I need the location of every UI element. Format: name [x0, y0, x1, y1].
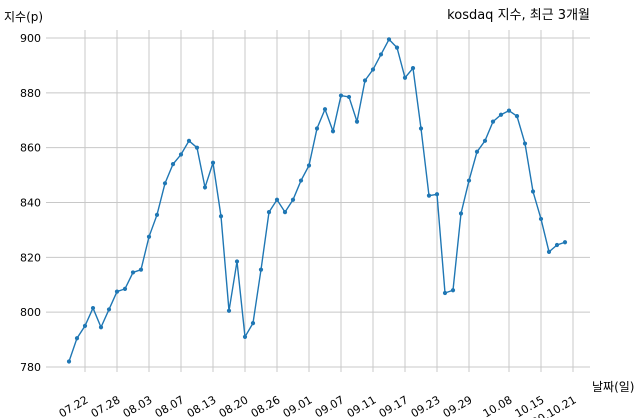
x-tick-label: 08.13 [185, 393, 219, 418]
data-point [122, 286, 128, 291]
data-point [186, 138, 192, 143]
data-point [74, 336, 80, 341]
data-point [138, 267, 144, 272]
x-tick-label: 09.07 [313, 393, 347, 418]
data-point [538, 216, 544, 222]
y-tick-label: 820 [20, 251, 41, 264]
data-point [322, 107, 328, 112]
data-point [266, 209, 272, 215]
data-point [162, 181, 168, 186]
data-point [346, 94, 352, 100]
data-point [498, 112, 504, 117]
data-point [258, 267, 264, 272]
y-tick-label: 900 [20, 32, 41, 45]
data-point [370, 67, 376, 72]
data-point [394, 45, 400, 50]
data-point [410, 66, 416, 71]
x-tick-label: 10.08 [481, 393, 515, 418]
data-point [298, 178, 304, 183]
x-axis-label: 날짜(일) [592, 380, 634, 394]
y-tick-label: 880 [20, 87, 41, 100]
data-point [90, 305, 96, 311]
data-point [418, 126, 424, 131]
data-point [354, 119, 360, 124]
y-tick-label: 780 [20, 361, 41, 374]
data-point [114, 289, 120, 294]
data-point [434, 192, 440, 197]
data-point [170, 162, 176, 167]
data-point [226, 308, 232, 313]
data-point [442, 290, 448, 296]
x-tick-label: 09.17 [377, 393, 411, 418]
data-point [386, 37, 392, 42]
data-point [314, 126, 320, 131]
data-point [514, 114, 520, 119]
data-point [554, 242, 560, 248]
x-tick-label: 09.11 [345, 393, 379, 418]
data-point [274, 197, 280, 202]
data-point [154, 212, 160, 217]
data-point [546, 249, 552, 254]
data-point [530, 189, 536, 194]
data-point [306, 163, 312, 168]
data-point [130, 270, 136, 275]
x-tick-label: 08.03 [121, 393, 155, 418]
data-point [458, 211, 464, 216]
data-point [474, 149, 480, 154]
data-point [426, 193, 432, 198]
data-point [450, 288, 456, 293]
data-point [338, 93, 344, 98]
x-tick-label: 09.23 [409, 393, 443, 418]
data-point [202, 185, 208, 190]
series-kosdaq [66, 37, 568, 364]
data-point [250, 321, 256, 326]
data-point [482, 138, 488, 143]
grid-lines [46, 30, 590, 372]
data-point [98, 325, 104, 330]
data-point [194, 145, 200, 150]
x-tick-label: 09.01 [281, 393, 315, 418]
data-point [362, 78, 368, 83]
data-point [242, 334, 248, 339]
data-point [378, 52, 384, 57]
data-point [146, 234, 152, 239]
chart-title: kosdaq 지수, 최근 3개월 [447, 8, 590, 23]
y-axis-label: 지수(p) [4, 10, 43, 24]
x-tick-label: 08.20 [217, 393, 251, 418]
data-point [402, 75, 408, 80]
x-tick-label: 08.26 [249, 393, 283, 418]
data-point [290, 197, 296, 202]
data-point [66, 359, 72, 364]
data-point [282, 209, 288, 215]
x-tick-label: 09.29 [441, 393, 475, 418]
y-tick-label: 800 [20, 306, 41, 319]
y-tick-label: 860 [20, 142, 41, 155]
data-point [522, 141, 528, 146]
x-tick-label: 07.28 [89, 393, 123, 418]
data-point [506, 108, 512, 113]
data-point [218, 214, 224, 219]
y-tick-label: 840 [20, 197, 41, 210]
data-point [82, 323, 88, 328]
y-axis-ticks: 780 800 820 840 860 880 900 [20, 32, 41, 374]
data-point [106, 307, 112, 312]
series-line [68, 38, 566, 362]
x-tick-label: 08.07 [153, 393, 187, 418]
data-point [330, 129, 336, 134]
x-axis-ticks: 07.2207.2808.0308.0708.1308.2008.2609.01… [57, 393, 579, 418]
x-tick-label: 07.22 [57, 393, 91, 418]
data-point [562, 240, 568, 245]
data-point [178, 152, 184, 157]
data-point [466, 178, 472, 183]
data-point [234, 259, 240, 264]
data-point [210, 160, 216, 165]
data-point [490, 119, 496, 124]
